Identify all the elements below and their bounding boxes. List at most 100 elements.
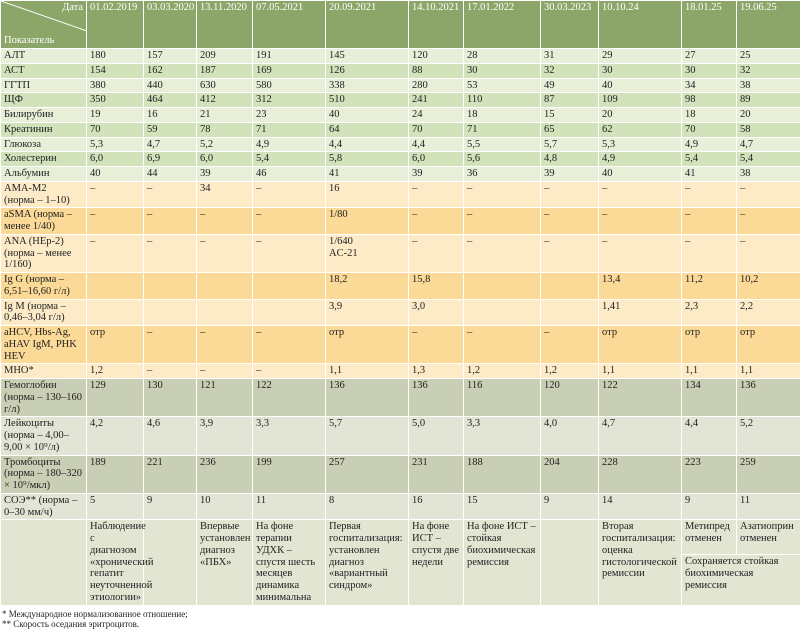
value-cell: 120 (541, 379, 599, 417)
value-cell: 2,2 (737, 299, 800, 326)
value-cell: 16 (326, 181, 409, 208)
value-cell: 157 (144, 49, 197, 64)
value-cell: 228 (599, 455, 682, 493)
row-label: Холестерин (1, 152, 87, 167)
value-cell: – (87, 208, 144, 235)
value-cell: 11,2 (682, 273, 737, 300)
value-cell: – (409, 181, 464, 208)
value-cell: 191 (253, 49, 326, 64)
value-cell: 39 (197, 167, 253, 182)
value-cell: 11 (253, 493, 326, 520)
value-cell: 24 (409, 108, 464, 123)
value-cell: 5,3 (87, 137, 144, 152)
value-cell (144, 299, 197, 326)
value-cell: 4,4 (409, 137, 464, 152)
value-cell (464, 299, 541, 326)
value-cell: 231 (409, 455, 464, 493)
value-cell: – (737, 234, 800, 272)
value-cell: – (197, 234, 253, 272)
value-cell: отр (87, 326, 144, 364)
value-cell (541, 299, 599, 326)
value-cell: 70 (682, 122, 737, 137)
value-cell: 204 (541, 455, 599, 493)
value-cell: – (599, 181, 682, 208)
value-cell: 5,7 (541, 137, 599, 152)
value-cell: 5,3 (599, 137, 682, 152)
value-cell: 39 (409, 167, 464, 182)
value-cell: – (464, 181, 541, 208)
value-cell: – (87, 234, 144, 272)
value-cell: 4,7 (599, 417, 682, 455)
value-cell: – (253, 234, 326, 272)
value-cell: – (87, 181, 144, 208)
value-cell: 5,4 (682, 152, 737, 167)
table-row: aSMA (норма – менее 1/40)––––1/80–––––– (1, 208, 800, 235)
value-cell (144, 273, 197, 300)
value-cell: 5,2 (197, 137, 253, 152)
value-cell: 109 (599, 93, 682, 108)
row-label: aSMA (норма – менее 1/40) (1, 208, 87, 235)
notes-row: Наблюдение с диагнозом «хронический гепа… (1, 520, 800, 555)
notes-label (1, 520, 87, 605)
value-cell: 350 (87, 93, 144, 108)
date-header: 07.05.2021 (253, 1, 326, 49)
value-cell: – (737, 208, 800, 235)
value-cell: 41 (326, 167, 409, 182)
value-cell: – (144, 326, 197, 364)
value-cell: 38 (737, 78, 800, 93)
value-cell: 4,2 (87, 417, 144, 455)
value-cell: 1,1 (682, 364, 737, 379)
value-cell: 18,2 (326, 273, 409, 300)
value-cell: – (541, 326, 599, 364)
value-cell: 259 (737, 455, 800, 493)
value-cell: 122 (253, 379, 326, 417)
value-cell: 1,1 (326, 364, 409, 379)
value-cell: 44 (144, 167, 197, 182)
value-cell: 221 (144, 455, 197, 493)
table-row: Лейкоциты (норма – 4,00–9,00 × 10⁹/л)4,2… (1, 417, 800, 455)
row-label: МНО* (1, 364, 87, 379)
value-cell (253, 299, 326, 326)
row-label: ГГТП (1, 78, 87, 93)
value-cell: 30 (599, 63, 682, 78)
row-label: Билирубин (1, 108, 87, 123)
value-cell: – (197, 208, 253, 235)
value-cell: 9 (682, 493, 737, 520)
row-label: Лейкоциты (норма – 4,00–9,00 × 10⁹/л) (1, 417, 87, 455)
value-cell: – (541, 181, 599, 208)
value-cell: 1/640 AC-21 (326, 234, 409, 272)
value-cell: 1,2 (541, 364, 599, 379)
value-cell: 5 (87, 493, 144, 520)
value-cell: 6,0 (409, 152, 464, 167)
value-cell: 236 (197, 455, 253, 493)
date-header: 10.10.24 (599, 1, 682, 49)
value-cell: 70 (87, 122, 144, 137)
value-cell: 5,4 (737, 152, 800, 167)
value-cell: 3,9 (326, 299, 409, 326)
value-cell: 3,0 (409, 299, 464, 326)
value-cell: 187 (197, 63, 253, 78)
value-cell (87, 273, 144, 300)
value-cell: – (409, 326, 464, 364)
value-cell: 180 (87, 49, 144, 64)
row-label: Ig G (норма – 6,51–16,60 г/л) (1, 273, 87, 300)
value-cell: 145 (326, 49, 409, 64)
row-label: СОЭ** (норма – 0–30 мм/ч) (1, 493, 87, 520)
value-cell: 6,0 (197, 152, 253, 167)
value-cell: 380 (87, 78, 144, 93)
value-cell: 1/80 (326, 208, 409, 235)
value-cell: 130 (144, 379, 197, 417)
row-label: Тромбоциты (норма – 180–320 × 10⁹/мкл) (1, 455, 87, 493)
note-cell: На фоне ИСТ – спустя две недели (409, 520, 464, 605)
value-cell: 39 (541, 167, 599, 182)
value-cell: 38 (737, 167, 800, 182)
value-cell: – (144, 234, 197, 272)
value-cell: – (197, 326, 253, 364)
